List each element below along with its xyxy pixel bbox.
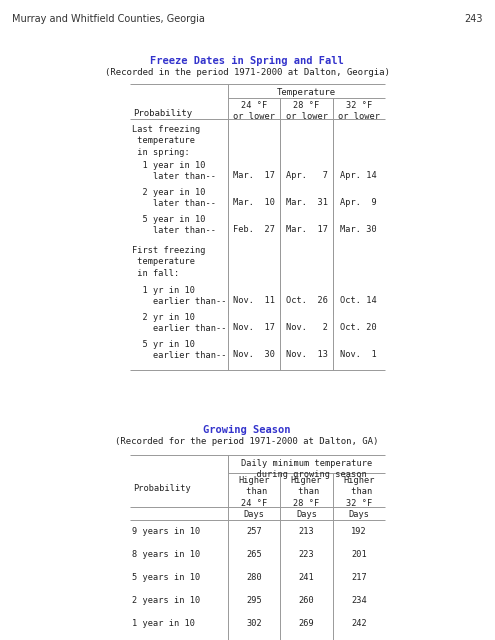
Text: Nov.  17: Nov. 17 xyxy=(233,323,275,332)
Text: Oct. 14: Oct. 14 xyxy=(341,296,377,305)
Text: 1 year in 10
    later than--: 1 year in 10 later than-- xyxy=(132,161,216,182)
Text: 28 °F
or lower: 28 °F or lower xyxy=(286,101,328,122)
Text: 241: 241 xyxy=(298,573,314,582)
Text: Mar.  10: Mar. 10 xyxy=(233,198,275,207)
Text: 234: 234 xyxy=(351,596,367,605)
Text: Oct.  26: Oct. 26 xyxy=(286,296,328,305)
Text: 260: 260 xyxy=(298,596,314,605)
Text: 1 year in 10: 1 year in 10 xyxy=(132,619,195,628)
Text: Nov.  30: Nov. 30 xyxy=(233,350,275,359)
Text: Apr.   7: Apr. 7 xyxy=(286,171,328,180)
Text: 8 years in 10: 8 years in 10 xyxy=(132,550,200,559)
Text: 192: 192 xyxy=(351,527,367,536)
Text: Apr. 14: Apr. 14 xyxy=(341,171,377,180)
Text: 302: 302 xyxy=(247,619,262,628)
Text: Last freezing
 temperature
 in spring:: Last freezing temperature in spring: xyxy=(132,125,200,157)
Text: Nov.   2: Nov. 2 xyxy=(286,323,328,332)
Text: Probability: Probability xyxy=(133,109,192,118)
Text: 5 years in 10: 5 years in 10 xyxy=(132,573,200,582)
Text: 295: 295 xyxy=(247,596,262,605)
Text: 5 year in 10
    later than--: 5 year in 10 later than-- xyxy=(132,215,216,236)
Text: 32 °F
or lower: 32 °F or lower xyxy=(338,101,380,122)
Text: Mar.  17: Mar. 17 xyxy=(286,225,328,234)
Text: (Recorded for the period 1971-2000 at Dalton, GA): (Recorded for the period 1971-2000 at Da… xyxy=(115,437,379,446)
Text: Temperature: Temperature xyxy=(277,88,336,97)
Text: 213: 213 xyxy=(298,527,314,536)
Text: Higher
 than
24 °F: Higher than 24 °F xyxy=(239,476,270,508)
Text: (Recorded in the period 1971-2000 at Dalton, Georgia): (Recorded in the period 1971-2000 at Dal… xyxy=(104,68,390,77)
Text: Days: Days xyxy=(296,510,317,519)
Text: Oct. 20: Oct. 20 xyxy=(341,323,377,332)
Text: Higher
 than
32 °F: Higher than 32 °F xyxy=(343,476,375,508)
Text: Higher
 than
28 °F: Higher than 28 °F xyxy=(291,476,322,508)
Text: 2 yr in 10
    earlier than--: 2 yr in 10 earlier than-- xyxy=(132,313,227,333)
Text: 2 years in 10: 2 years in 10 xyxy=(132,596,200,605)
Text: Mar.  17: Mar. 17 xyxy=(233,171,275,180)
Text: 2 year in 10
    later than--: 2 year in 10 later than-- xyxy=(132,188,216,209)
Text: 9 years in 10: 9 years in 10 xyxy=(132,527,200,536)
Text: Murray and Whitfield Counties, Georgia: Murray and Whitfield Counties, Georgia xyxy=(12,14,205,24)
Text: Days: Days xyxy=(348,510,369,519)
Text: 265: 265 xyxy=(247,550,262,559)
Text: Nov.  1: Nov. 1 xyxy=(341,350,377,359)
Text: 223: 223 xyxy=(298,550,314,559)
Text: Probability: Probability xyxy=(133,484,191,493)
Text: 243: 243 xyxy=(464,14,483,24)
Text: 242: 242 xyxy=(351,619,367,628)
Text: 257: 257 xyxy=(247,527,262,536)
Text: 269: 269 xyxy=(298,619,314,628)
Text: Feb.  27: Feb. 27 xyxy=(233,225,275,234)
Text: Mar. 30: Mar. 30 xyxy=(341,225,377,234)
Text: 1 yr in 10
    earlier than--: 1 yr in 10 earlier than-- xyxy=(132,286,227,307)
Text: 280: 280 xyxy=(247,573,262,582)
Text: 201: 201 xyxy=(351,550,367,559)
Text: 24 °F
or lower: 24 °F or lower xyxy=(233,101,275,122)
Text: Nov.  13: Nov. 13 xyxy=(286,350,328,359)
Text: Apr.  9: Apr. 9 xyxy=(341,198,377,207)
Text: Daily minimum temperature
  during growing season: Daily minimum temperature during growing… xyxy=(241,459,372,479)
Text: Freeze Dates in Spring and Fall: Freeze Dates in Spring and Fall xyxy=(150,56,344,66)
Text: Nov.  11: Nov. 11 xyxy=(233,296,275,305)
Text: 217: 217 xyxy=(351,573,367,582)
Text: Growing Season: Growing Season xyxy=(203,425,291,435)
Text: Mar.  31: Mar. 31 xyxy=(286,198,328,207)
Text: First freezing
 temperature
 in fall:: First freezing temperature in fall: xyxy=(132,246,205,278)
Text: 5 yr in 10
    earlier than--: 5 yr in 10 earlier than-- xyxy=(132,340,227,360)
Text: Days: Days xyxy=(244,510,265,519)
